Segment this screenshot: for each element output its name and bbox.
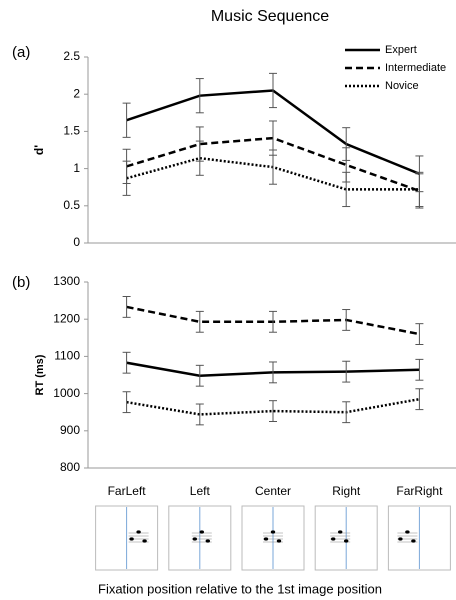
chart-title: Music Sequence bbox=[211, 8, 329, 25]
stimulus-thumbnail bbox=[387, 505, 451, 571]
error-bar bbox=[195, 403, 204, 426]
note bbox=[263, 537, 269, 541]
error-bar bbox=[195, 140, 204, 176]
y-tick-label: 1.5 bbox=[63, 124, 80, 138]
error-bar bbox=[415, 388, 424, 411]
y-tick-label: 2 bbox=[73, 86, 80, 100]
error-bar bbox=[122, 102, 131, 138]
note bbox=[411, 539, 416, 543]
y-tick-label: 0 bbox=[73, 235, 80, 249]
x-tick-label: FarLeft bbox=[108, 484, 147, 498]
note bbox=[270, 530, 276, 534]
error-bar bbox=[415, 323, 424, 345]
error-bar bbox=[342, 309, 351, 331]
error-bar bbox=[415, 358, 424, 381]
error-bar bbox=[195, 364, 204, 387]
note bbox=[136, 530, 141, 534]
y-tick-label: 800 bbox=[60, 460, 80, 474]
note bbox=[405, 530, 410, 534]
note bbox=[344, 539, 349, 543]
y-axis-label: d' bbox=[32, 145, 46, 155]
y-tick-label: 1100 bbox=[54, 349, 80, 363]
note bbox=[338, 530, 343, 534]
error-bar bbox=[269, 400, 277, 422]
y-tick-label: 1300 bbox=[53, 274, 80, 288]
error-bar bbox=[269, 361, 277, 384]
x-axis-label: Fixation position relative to the 1st im… bbox=[98, 581, 382, 596]
stimulus-thumbnail bbox=[241, 505, 305, 571]
y-axis-label: RT (ms) bbox=[34, 354, 46, 395]
note bbox=[129, 537, 134, 541]
note bbox=[199, 530, 204, 534]
note bbox=[398, 537, 403, 541]
error-bar bbox=[122, 160, 131, 196]
note bbox=[192, 537, 197, 541]
error-bar bbox=[269, 310, 277, 333]
note bbox=[331, 537, 336, 541]
note bbox=[142, 539, 147, 543]
error-bar bbox=[342, 401, 351, 424]
panel-label: (b) bbox=[12, 274, 30, 291]
error-bar bbox=[342, 171, 351, 208]
error-bar bbox=[342, 360, 351, 383]
error-bar bbox=[195, 78, 204, 114]
error-bar bbox=[122, 391, 131, 414]
note bbox=[276, 539, 282, 543]
stimulus-thumbnail bbox=[95, 505, 159, 571]
y-tick-label: 2.5 bbox=[63, 49, 80, 63]
error-bar bbox=[269, 72, 277, 109]
x-tick-label: Center bbox=[255, 484, 291, 498]
y-tick-label: 1000 bbox=[53, 386, 80, 400]
legend-label: Intermediate bbox=[385, 62, 446, 74]
x-tick-label: FarRight bbox=[396, 484, 443, 498]
stimulus-thumbnail bbox=[168, 505, 232, 571]
legend-label: Expert bbox=[385, 44, 417, 56]
error-bar bbox=[415, 171, 424, 208]
stimulus-thumbnail bbox=[314, 505, 378, 571]
error-bar bbox=[122, 351, 131, 374]
y-tick-label: 1 bbox=[73, 161, 80, 175]
y-tick-label: 900 bbox=[60, 423, 80, 437]
error-bar bbox=[195, 310, 204, 333]
note bbox=[205, 539, 210, 543]
y-tick-label: 0.5 bbox=[63, 198, 80, 212]
error-bar bbox=[122, 296, 131, 318]
x-tick-label: Left bbox=[190, 484, 211, 498]
x-tick-label: Right bbox=[332, 484, 361, 498]
series-line bbox=[126, 397, 420, 416]
error-bar bbox=[269, 149, 277, 185]
panel-label: (a) bbox=[12, 44, 30, 61]
legend-label: Novice bbox=[385, 80, 419, 92]
y-tick-label: 1200 bbox=[53, 311, 80, 325]
